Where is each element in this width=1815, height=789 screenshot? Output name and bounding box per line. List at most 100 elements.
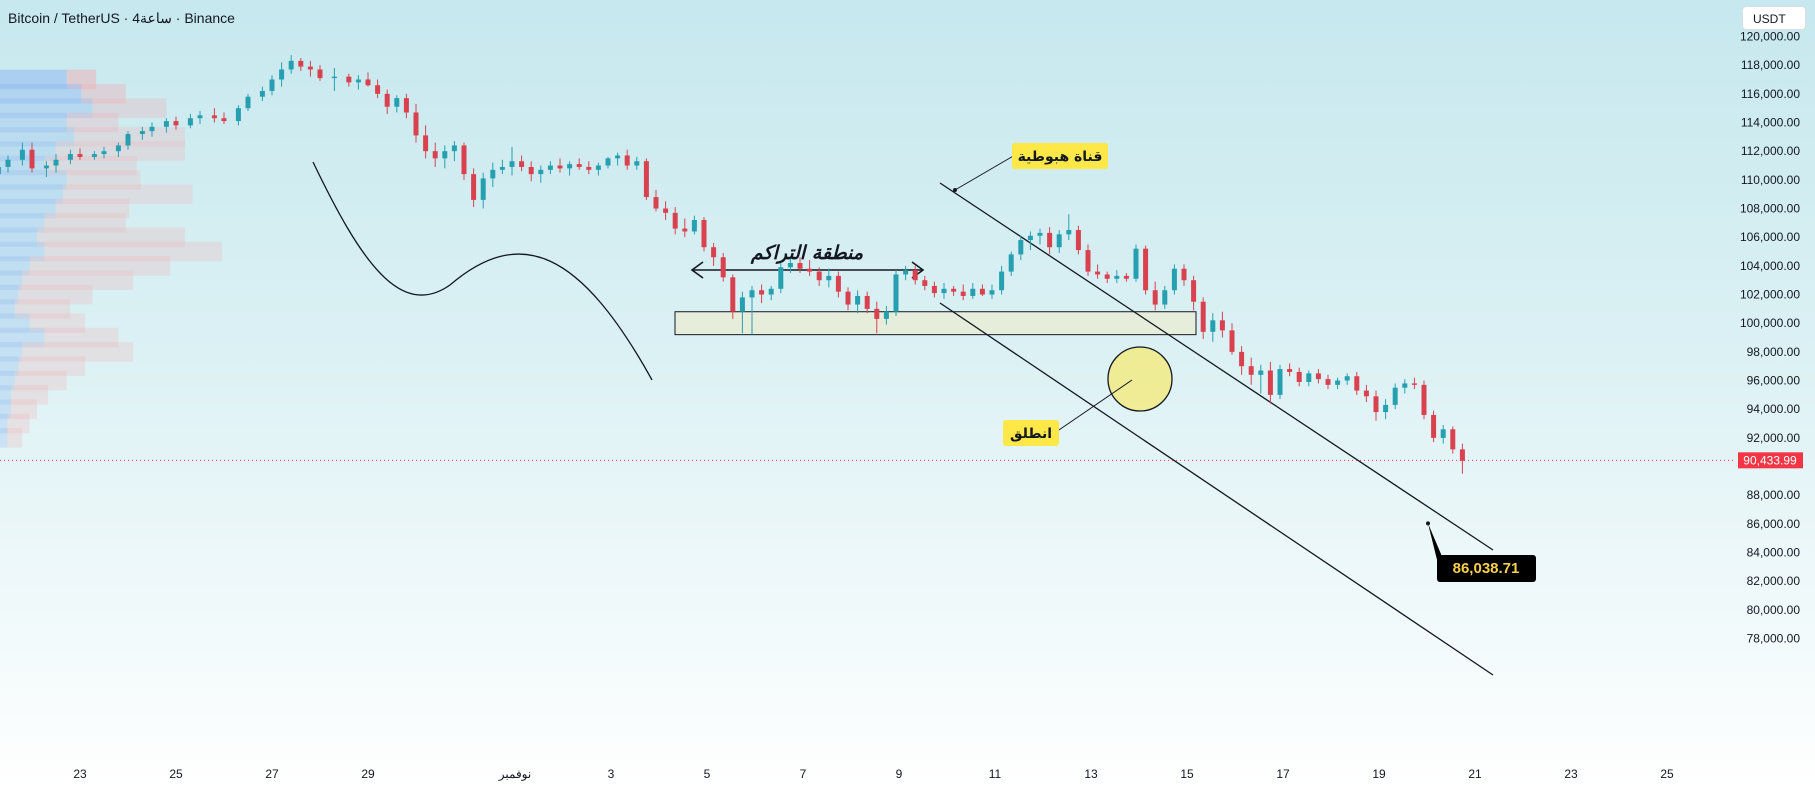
candle bbox=[139, 126, 145, 140]
candle-body bbox=[797, 262, 803, 269]
candle bbox=[567, 161, 573, 176]
candle bbox=[173, 116, 179, 130]
candle-body bbox=[259, 90, 265, 97]
x-tick-label: 29 bbox=[361, 767, 375, 781]
candle bbox=[115, 142, 121, 157]
candle bbox=[221, 112, 227, 124]
candle-body bbox=[1421, 384, 1427, 415]
candle bbox=[1219, 311, 1225, 338]
x-tick-label: 23 bbox=[73, 767, 87, 781]
candle-body bbox=[576, 164, 582, 167]
candle-body bbox=[1363, 390, 1369, 397]
drawings: منطقة التراكم bbox=[312, 161, 1494, 676]
candle bbox=[1075, 225, 1081, 255]
candle-body bbox=[586, 166, 592, 170]
x-tick-label: 25 bbox=[169, 767, 183, 781]
x-tick-label: 3 bbox=[608, 767, 615, 781]
volume-profile-up-bar bbox=[0, 370, 15, 391]
candle bbox=[979, 284, 985, 296]
candle-body bbox=[245, 96, 251, 109]
candle bbox=[77, 148, 83, 160]
channel-callout-box bbox=[1012, 143, 1108, 169]
candle bbox=[1325, 374, 1331, 390]
candle bbox=[960, 284, 966, 301]
candle bbox=[5, 155, 11, 173]
candle bbox=[711, 242, 717, 266]
candle-body bbox=[1239, 351, 1245, 367]
candle-body bbox=[903, 270, 909, 275]
candle bbox=[1450, 426, 1456, 454]
candle bbox=[547, 161, 553, 175]
candle-body bbox=[979, 288, 985, 295]
candle-body bbox=[1191, 280, 1197, 302]
channel-label: قناة هبوطية bbox=[1018, 149, 1103, 165]
candle-body bbox=[29, 149, 35, 169]
volume-profile-up-bar bbox=[0, 84, 82, 104]
x-tick-label: 21 bbox=[1468, 767, 1482, 781]
candle-body bbox=[1296, 371, 1302, 382]
x-tick-label: 25 bbox=[1660, 767, 1674, 781]
breakout-callout-leader bbox=[1055, 379, 1133, 433]
candle-body bbox=[1373, 396, 1379, 413]
candle-body bbox=[1200, 301, 1206, 332]
candle bbox=[615, 152, 621, 166]
candle bbox=[1335, 377, 1341, 390]
candle-body bbox=[941, 288, 947, 294]
candle-body bbox=[471, 174, 477, 200]
candle-body bbox=[442, 151, 448, 159]
symbol-title[interactable]: Bitcoin / TetherUS · 4ساعة · Binance bbox=[8, 10, 235, 26]
channel-upper-line bbox=[939, 182, 1494, 551]
candle-body bbox=[720, 257, 726, 278]
candle bbox=[423, 125, 429, 159]
currency-button[interactable]: USDT bbox=[1742, 6, 1806, 30]
candle-body bbox=[922, 280, 928, 286]
volume-profile-down-bar bbox=[29, 256, 171, 276]
candle-body bbox=[1047, 232, 1053, 248]
candle bbox=[1421, 380, 1427, 420]
candle bbox=[893, 270, 899, 317]
candle bbox=[499, 159, 505, 175]
candle bbox=[91, 151, 97, 160]
candle bbox=[1344, 373, 1350, 385]
candle bbox=[1383, 399, 1389, 420]
candle-body bbox=[989, 290, 995, 295]
price-badge bbox=[1738, 452, 1803, 469]
candle bbox=[576, 158, 582, 170]
volume-profile-down-bar bbox=[66, 112, 119, 133]
candle-body bbox=[125, 133, 131, 146]
y-tick-label: 88,000.00 bbox=[1747, 488, 1801, 502]
volume-profile-down-bar bbox=[66, 69, 97, 90]
volume-profile-up-bar bbox=[0, 141, 56, 161]
candle bbox=[471, 168, 477, 208]
volume-profile-up-bar bbox=[0, 356, 19, 376]
candle-body bbox=[346, 76, 352, 83]
candle bbox=[235, 105, 241, 126]
candle-body bbox=[1008, 254, 1014, 272]
volume-profile-down-bar bbox=[37, 227, 185, 247]
candle-body bbox=[634, 161, 640, 166]
volume-profile-up-bar bbox=[0, 313, 30, 333]
candle-body bbox=[807, 268, 813, 272]
volume-profile-up-bar bbox=[0, 342, 23, 362]
candle bbox=[490, 162, 496, 188]
candle-body bbox=[480, 178, 486, 200]
candle bbox=[413, 103, 419, 143]
candle-body bbox=[115, 145, 121, 152]
candle bbox=[624, 149, 630, 170]
x-tick-label: 9 bbox=[896, 767, 903, 781]
candle-body bbox=[749, 290, 755, 298]
candle bbox=[307, 60, 313, 77]
candle bbox=[149, 122, 155, 137]
candle bbox=[1267, 361, 1273, 404]
candle bbox=[826, 268, 832, 288]
candle bbox=[384, 89, 390, 114]
candle-body bbox=[931, 285, 937, 294]
x-tick-label: 15 bbox=[1180, 767, 1194, 781]
candle-body bbox=[701, 219, 707, 248]
breakout-callout-box bbox=[1003, 420, 1059, 446]
candle bbox=[394, 95, 400, 113]
candle-body bbox=[605, 158, 611, 166]
candle bbox=[365, 72, 371, 87]
candle-body bbox=[787, 262, 793, 268]
